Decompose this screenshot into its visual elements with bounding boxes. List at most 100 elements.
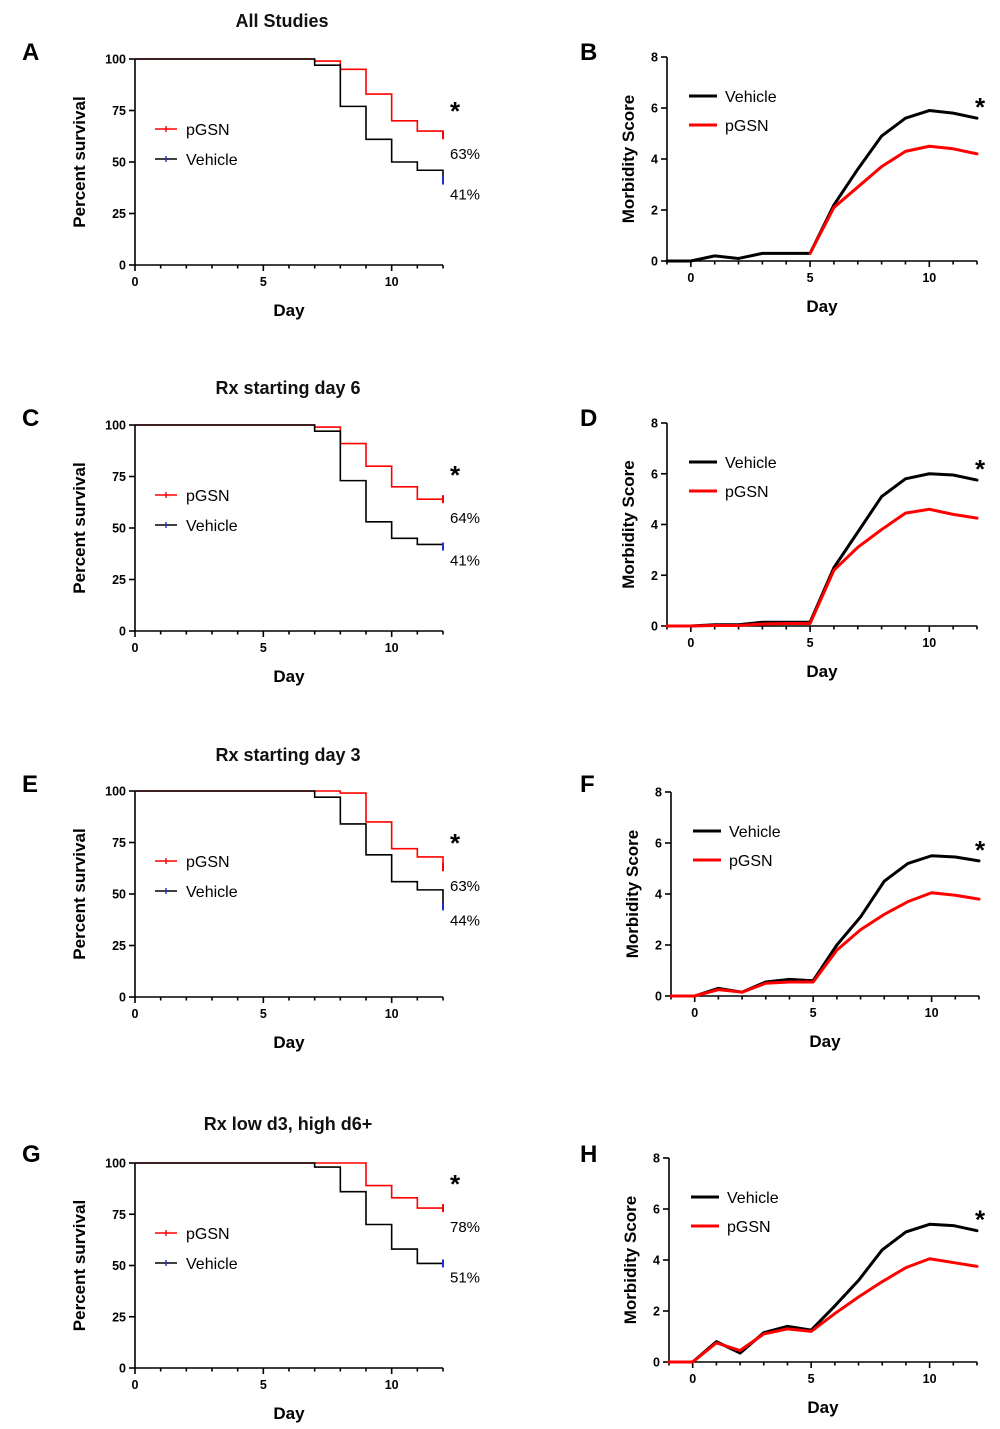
significance-star-h: * <box>975 1205 986 1235</box>
x-axis-title-d: Day <box>806 662 838 681</box>
significance-star-e: * <box>450 828 461 858</box>
x-tick-label-e: 10 <box>385 1007 399 1021</box>
vehicle-morbidity-line-h <box>667 1222 979 1364</box>
y-tick-label-h: 2 <box>653 1305 660 1319</box>
vehicle-percent-label-a: 41% <box>450 187 480 204</box>
survival-chart-e: 0 25 50 75 100 0 5 10 Day Percent survival pGSN Veh… <box>70 785 480 1053</box>
legend-vehicle-label-a: Vehicle <box>186 152 238 169</box>
y-tick-label-f: 6 <box>655 837 662 851</box>
significance-star-c: * <box>450 460 461 490</box>
y-tick-label-d: 2 <box>651 569 658 583</box>
significance-star-g: * <box>450 1169 461 1199</box>
morbidity-chart-d: 0 2 4 6 8 0 5 10 Day Morbidity Score Vehicle pGSN * <box>619 417 986 682</box>
significance-star-b: * <box>975 92 986 122</box>
y-tick-label-a: 100 <box>105 53 126 67</box>
survival-chart-a: 0 25 50 75 100 0 5 10 Day Percent survival pGSN Veh… <box>70 53 480 321</box>
panel-letter-e: E <box>22 771 38 798</box>
x-tick-label-c: 10 <box>385 641 399 655</box>
y-tick-label-h: 6 <box>653 1203 660 1217</box>
y-tick-label-g: 0 <box>119 1362 126 1376</box>
x-tick-label-d: 10 <box>922 636 936 650</box>
vehicle-survival-line-g <box>135 1162 443 1265</box>
survival-chart-g: 0 25 50 75 100 0 5 10 Day Percent survival pGSN Veh… <box>70 1157 480 1424</box>
y-tick-label-a: 75 <box>112 104 126 118</box>
panel-letter-d: D <box>580 405 597 432</box>
vehicle-percent-label-g: 51% <box>450 1269 480 1286</box>
pgsn-percent-label-a: 63% <box>450 146 480 163</box>
vehicle-morbidity-line-f <box>669 854 981 998</box>
x-tick-label-f: 10 <box>925 1006 939 1020</box>
legend-pgsn-label-f: pGSN <box>729 853 773 870</box>
x-tick-label-c: 5 <box>260 641 267 655</box>
legend-vehicle-label-h: Vehicle <box>727 1190 779 1207</box>
y-tick-label-f: 0 <box>655 990 662 1004</box>
y-axis-title-c: Percent survival <box>70 462 89 593</box>
x-axis-title-c: Day <box>273 667 305 686</box>
x-axis-title-f: Day <box>809 1032 841 1051</box>
significance-star-d: * <box>975 454 986 484</box>
y-tick-label-f: 2 <box>655 939 662 953</box>
row-title-2: Rx starting day 6 <box>215 378 360 398</box>
x-axis-title-a: Day <box>273 301 305 320</box>
legend-vehicle-label-c: Vehicle <box>186 518 238 535</box>
legend-vehicle-label-f: Vehicle <box>729 824 781 841</box>
morbidity-chart-f: 0 2 4 6 8 0 5 10 Day Morbidity Score Vehicle pGSN * <box>623 786 986 1052</box>
pgsn-survival-line-g <box>135 1162 443 1209</box>
y-tick-label-g: 50 <box>112 1259 126 1273</box>
y-tick-label-e: 75 <box>112 836 126 850</box>
y-tick-label-h: 4 <box>653 1254 660 1268</box>
y-tick-label-g: 75 <box>112 1208 126 1222</box>
y-axis-title-a: Percent survival <box>70 96 89 227</box>
y-tick-label-c: 75 <box>112 470 126 484</box>
x-tick-label-a: 0 <box>132 275 139 289</box>
y-axis-title-f: Morbidity Score <box>623 830 642 958</box>
x-tick-label-h: 0 <box>689 1372 696 1386</box>
y-axis-title-g: Percent survival <box>70 1200 89 1331</box>
row-title-4: Rx low d3, high d6+ <box>204 1114 373 1134</box>
x-axis-title-g: Day <box>273 1404 305 1423</box>
panel-letter-b: B <box>580 39 597 66</box>
x-tick-label-g: 5 <box>260 1378 267 1392</box>
x-tick-label-c: 0 <box>132 641 139 655</box>
y-tick-label-b: 4 <box>651 153 658 167</box>
y-tick-label-b: 8 <box>651 51 658 65</box>
legend-pgsn-label-b: pGSN <box>725 118 769 135</box>
vehicle-percent-label-e: 44% <box>450 912 480 929</box>
y-tick-label-h: 8 <box>653 1152 660 1166</box>
x-tick-label-e: 5 <box>260 1007 267 1021</box>
pgsn-morbidity-line-d <box>665 507 979 628</box>
x-tick-label-f: 0 <box>691 1006 698 1020</box>
y-tick-label-c: 0 <box>119 625 126 639</box>
y-axis-title-d: Morbidity Score <box>619 460 638 588</box>
y-tick-label-e: 50 <box>112 888 126 902</box>
y-tick-label-d: 4 <box>651 518 658 532</box>
y-tick-label-a: 25 <box>112 207 126 221</box>
x-tick-label-b: 0 <box>687 271 694 285</box>
panel-letter-a: A <box>22 39 39 66</box>
row-title-3: Rx starting day 3 <box>215 745 360 765</box>
x-axis-title-e: Day <box>273 1033 305 1052</box>
y-tick-label-g: 100 <box>105 1157 126 1171</box>
row-title-1: All Studies <box>235 11 328 31</box>
legend-vehicle-label-g: Vehicle <box>186 1256 238 1273</box>
vehicle-morbidity-line-d <box>665 472 979 628</box>
y-tick-label-c: 50 <box>112 522 126 536</box>
pgsn-morbidity-line-h <box>667 1257 979 1364</box>
pgsn-morbidity-line-f <box>669 891 981 998</box>
legend-pgsn-label-g: pGSN <box>186 1226 230 1243</box>
y-tick-label-a: 0 <box>119 259 126 273</box>
y-axis-title-b: Morbidity Score <box>619 95 638 223</box>
pgsn-survival-line-e <box>135 790 444 868</box>
y-tick-label-b: 6 <box>651 102 658 116</box>
y-tick-label-d: 8 <box>651 417 658 431</box>
legend-pgsn-label-a: pGSN <box>186 122 230 139</box>
significance-star-a: * <box>450 96 461 126</box>
significance-star-f: * <box>975 835 986 865</box>
legend-pgsn-label-d: pGSN <box>725 484 769 501</box>
vehicle-survival-line-c <box>135 424 444 547</box>
legend-pgsn-label-e: pGSN <box>186 854 230 871</box>
pgsn-percent-label-e: 63% <box>450 878 480 895</box>
vehicle-survival-line-e <box>135 790 444 907</box>
x-tick-label-g: 0 <box>132 1378 139 1392</box>
